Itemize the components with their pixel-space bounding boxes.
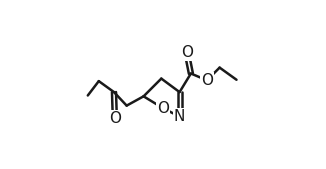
Text: O: O xyxy=(157,101,169,116)
Text: O: O xyxy=(109,111,121,126)
Text: O: O xyxy=(181,45,193,60)
Text: O: O xyxy=(201,73,213,88)
Text: N: N xyxy=(174,109,185,124)
